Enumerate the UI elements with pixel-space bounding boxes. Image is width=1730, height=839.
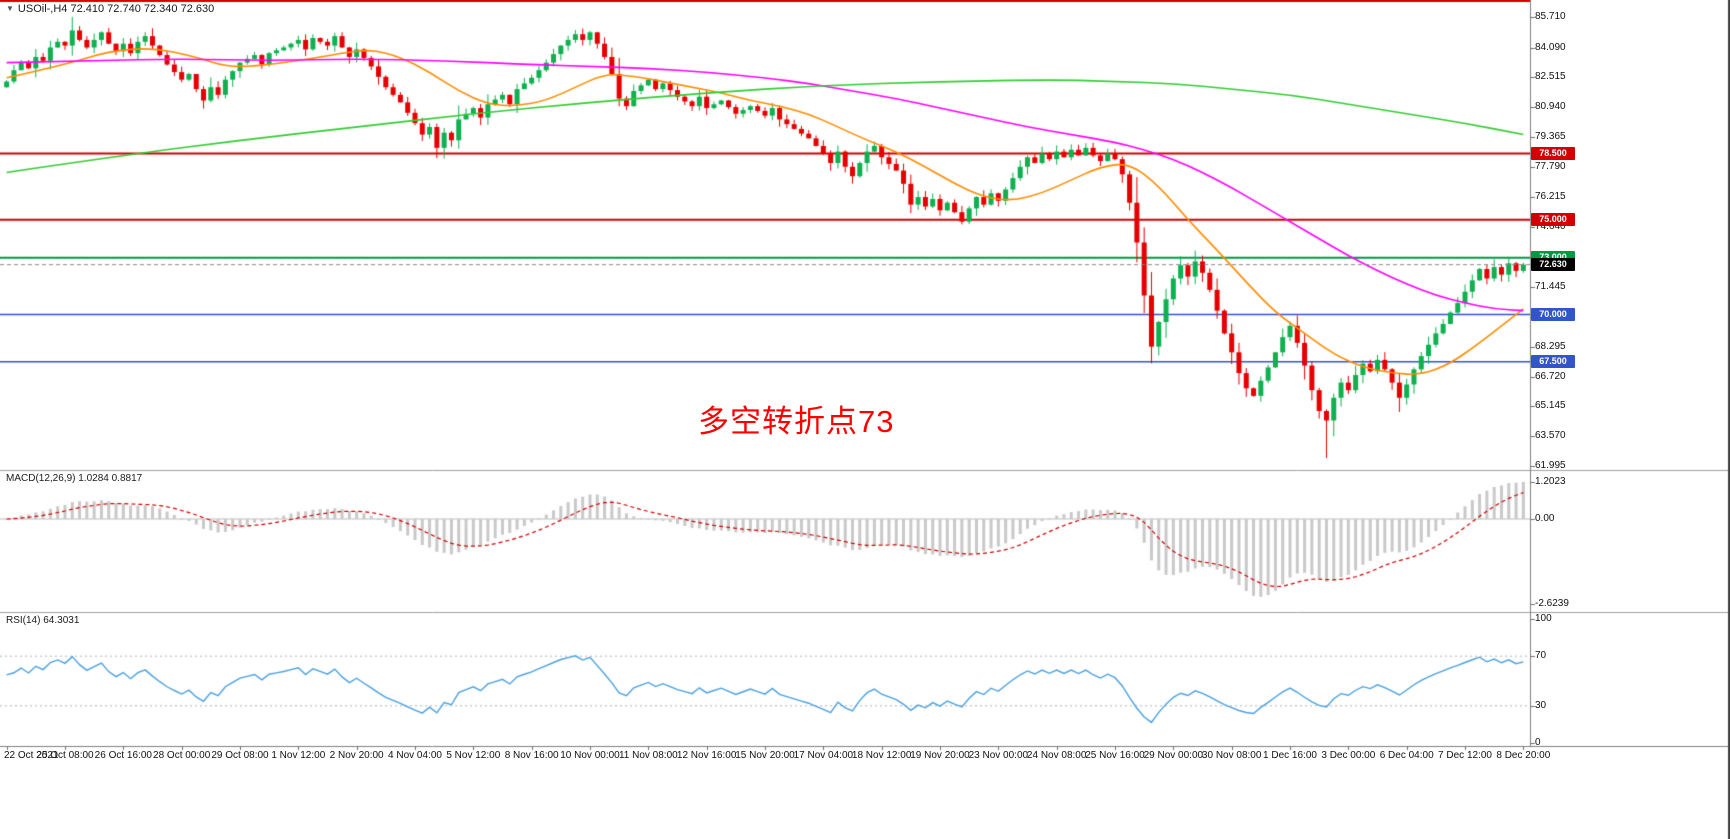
chart-window: ▼ USOil-,H4 72.410 72.740 72.340 72.630 M… [0,0,1730,839]
chart-canvas[interactable] [0,0,1730,839]
